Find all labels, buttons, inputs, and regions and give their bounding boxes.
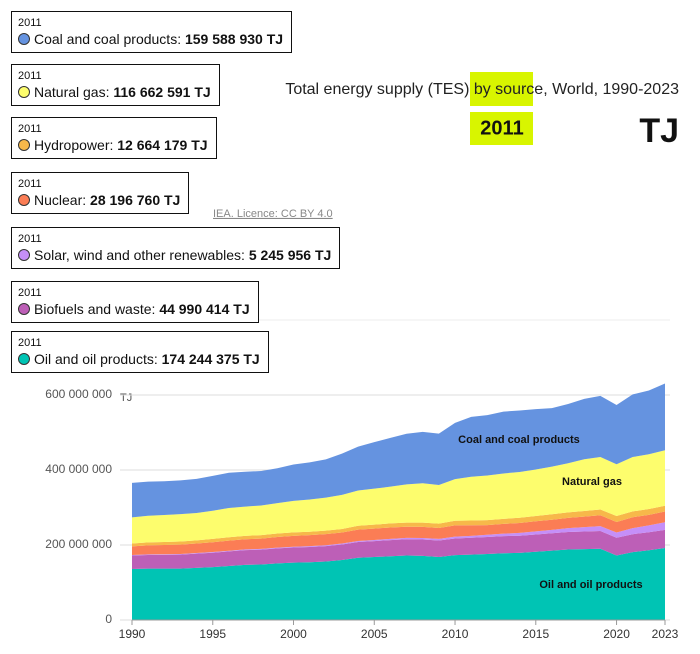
area	[132, 383, 665, 518]
x-tick-label: 2020	[603, 627, 630, 641]
y-tick-label: 600 000 000	[45, 387, 112, 401]
tooltip-swatch	[18, 33, 30, 45]
tooltip-series: Biofuels and waste	[34, 301, 159, 317]
x-tick-label: 2023	[652, 627, 679, 641]
area	[132, 522, 665, 556]
tooltip-row: Biofuels and waste44 990 414 TJ	[18, 301, 250, 317]
tooltip: 2011 Hydropower12 664 179 TJ	[11, 117, 217, 159]
area	[132, 511, 665, 555]
source: IEA. Licence: CC BY 4.0	[213, 208, 333, 220]
tooltip: 2011 Oil and oil products174 244 375 TJ	[11, 331, 269, 373]
title-highlight	[470, 72, 533, 106]
tooltip-year: 2011	[18, 123, 42, 135]
tooltip-year: 2011	[18, 233, 42, 245]
year-highlight	[470, 112, 533, 145]
area	[132, 529, 665, 569]
y-tick-label: 0	[105, 612, 112, 626]
y-tick-label: 200 000 000	[45, 537, 112, 551]
tooltip-series: Hydropower	[34, 137, 117, 153]
y-unit: TJ	[120, 392, 132, 404]
areas	[132, 383, 665, 620]
tooltip: 2011 Biofuels and waste44 990 414 TJ	[11, 281, 259, 323]
selected-year: 2011	[480, 117, 523, 139]
tooltip-value: 159 588 930 TJ	[184, 31, 284, 47]
tooltip-series: Oil and oil products	[34, 351, 162, 367]
x-tick-label: 2000	[280, 627, 307, 641]
tooltip-value: 44 990 414 TJ	[159, 301, 250, 317]
tooltip-swatch	[18, 86, 30, 98]
unit-label: TJ	[639, 112, 679, 150]
area-label: Natural gas	[562, 476, 622, 488]
tooltip-swatch	[18, 139, 30, 151]
tooltip-swatch	[18, 303, 30, 315]
x-tick-label: 2015	[522, 627, 549, 641]
tooltip-value: 116 662 591 TJ	[113, 84, 211, 100]
tooltip-swatch	[18, 194, 30, 206]
tooltip-year: 2011	[18, 17, 42, 29]
x-tick-label: 1995	[199, 627, 226, 641]
tooltip: 2011 Coal and coal products159 588 930 TJ	[11, 11, 293, 53]
tooltip-row: Nuclear28 196 760 TJ	[18, 192, 180, 208]
tooltip-series: Natural gas	[34, 84, 113, 100]
tooltip: 2011 Nuclear28 196 760 TJ	[11, 172, 190, 214]
area-label: Coal and coal products	[458, 434, 580, 446]
y-tick-label: 400 000 000	[45, 462, 112, 476]
tooltip-value: 174 244 375 TJ	[161, 351, 260, 367]
tooltip-value: 28 196 760 TJ	[90, 192, 181, 208]
tooltip-year: 2011	[18, 70, 42, 82]
x-tick-label: 2010	[442, 627, 469, 641]
tooltip-row: Coal and coal products159 588 930 TJ	[18, 31, 283, 47]
chart-title: Total energy supply (TES) by source, Wor…	[285, 81, 679, 98]
tooltip-row: Hydropower12 664 179 TJ	[18, 137, 208, 153]
x-tick-label: 1990	[119, 627, 146, 641]
tooltip-row: Natural gas116 662 591 TJ	[18, 84, 211, 100]
tooltip: 2011 Natural gas116 662 591 TJ	[11, 64, 220, 106]
tooltip-row: Oil and oil products174 244 375 TJ	[18, 351, 260, 367]
tooltip-swatch	[18, 353, 30, 365]
area	[132, 548, 665, 620]
tooltip-value: 5 245 956 TJ	[248, 247, 332, 263]
tooltip-year: 2011	[18, 178, 42, 190]
area-label: Oil and oil products	[539, 579, 642, 591]
tooltip-year: 2011	[18, 337, 42, 349]
tooltip: 2011 Solar, wind and other renewables5 24…	[11, 227, 341, 269]
tooltip-value: 12 664 179 TJ	[117, 137, 208, 153]
tooltip-series: Nuclear	[34, 192, 90, 208]
tooltip-row: Solar, wind and other renewables5 245 95…	[18, 247, 331, 263]
tooltip-year: 2011	[18, 287, 42, 299]
area	[132, 450, 665, 544]
x-tick-label: 2005	[361, 627, 388, 641]
tooltip-swatch	[18, 249, 30, 261]
area	[132, 505, 665, 547]
tooltip-series: Solar, wind and other renewables	[34, 247, 249, 263]
tooltip-series: Coal and coal products	[34, 31, 185, 47]
